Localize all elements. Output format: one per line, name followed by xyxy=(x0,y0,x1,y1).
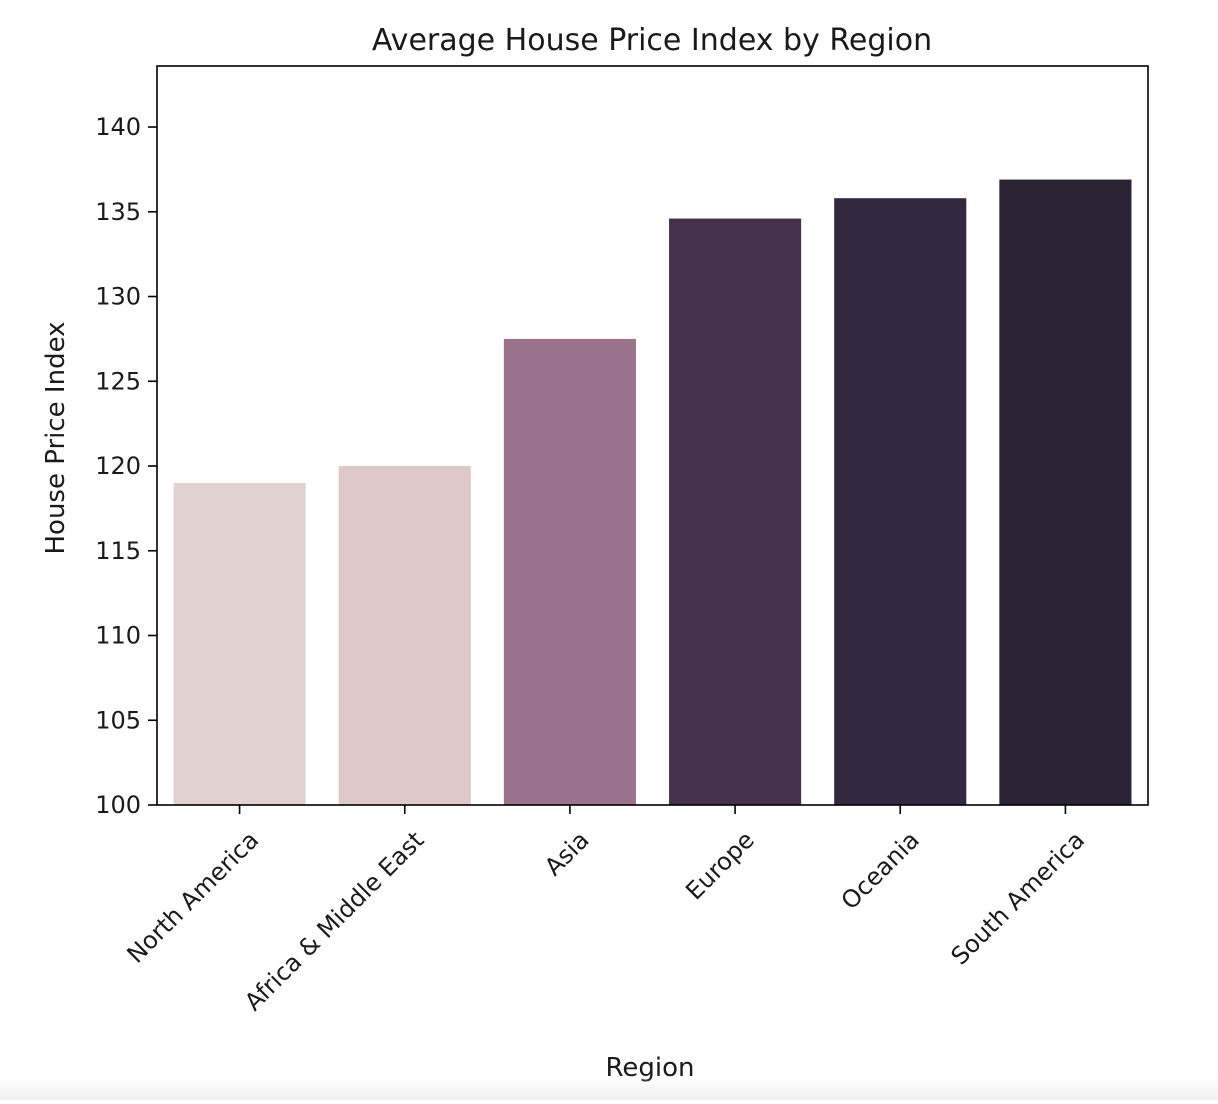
bar-europe xyxy=(669,218,802,806)
bar-africa-middle-east xyxy=(338,466,471,805)
bar-asia xyxy=(503,338,636,805)
x-tick-label: South America xyxy=(946,826,1091,971)
y-tick-label: 115 xyxy=(95,537,141,565)
y-tick-label: 125 xyxy=(95,367,141,395)
bottom-fade xyxy=(0,1076,1218,1100)
y-axis: 100 105 110 115 120 125 130 135 140 xyxy=(95,113,157,819)
y-tick-label: 105 xyxy=(95,706,141,734)
y-tick-label: 100 xyxy=(95,791,141,819)
y-tick-label: 140 xyxy=(95,113,141,141)
x-tick-label: Europe xyxy=(680,826,759,905)
bars-layer xyxy=(173,179,1132,806)
y-axis-label: House Price Index xyxy=(41,321,71,554)
bar-north-america xyxy=(173,482,306,805)
chart-title: Average House Price Index by Region xyxy=(372,23,932,58)
x-tick-label: Asia xyxy=(539,826,594,881)
x-tick-label: Africa & Middle East xyxy=(239,826,429,1016)
y-tick-label: 120 xyxy=(95,452,141,480)
bar-oceania xyxy=(834,198,967,805)
bar-south-america xyxy=(999,179,1132,805)
y-tick-label: 130 xyxy=(95,283,141,311)
y-tick-label: 135 xyxy=(95,198,141,226)
x-tick-label: Oceania xyxy=(836,826,925,915)
y-tick-label: 110 xyxy=(95,622,141,650)
plot-frame xyxy=(156,65,1149,806)
x-tick-label: North America xyxy=(122,826,265,969)
